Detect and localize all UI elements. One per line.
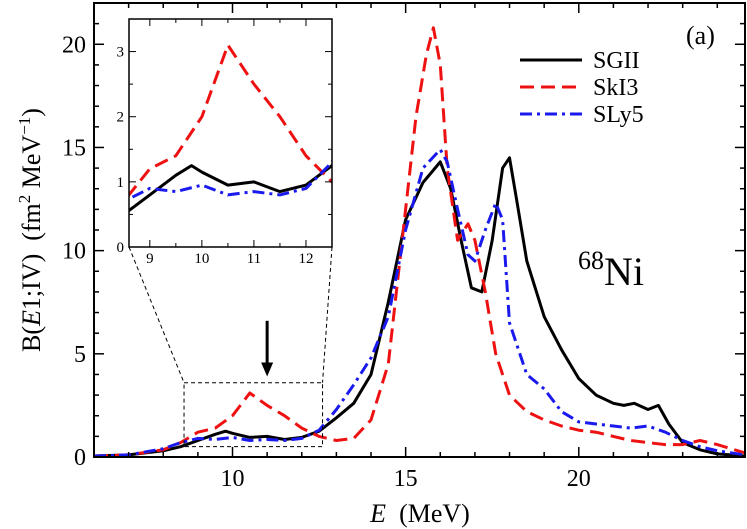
y-tick-label: 15: [62, 135, 86, 161]
x-tick-label: 10: [221, 466, 245, 492]
y-tick-label: 5: [74, 342, 86, 368]
series-line-sly5: [94, 148, 745, 457]
zoom-connector-left: [128, 246, 185, 383]
arrow-head: [261, 362, 274, 377]
inset-series-line-sly5: [129, 158, 332, 201]
inset-y-tick-label: 0: [117, 240, 125, 256]
nucleus-mass-number: 68: [578, 246, 604, 275]
inset-y-tick-label: 3: [117, 45, 125, 61]
legend-label-sly5: SLy5: [593, 102, 644, 128]
inset-x-tick-label: 12: [298, 251, 313, 267]
y-axis-label-mid: 1;IV) (fm: [17, 203, 46, 310]
y-axis-label-sup1: 2: [15, 195, 34, 204]
y-axis-label-symbol: E: [17, 310, 46, 327]
inset-y-tick-label: 1: [117, 175, 125, 191]
inset-x-tick-label: 10: [194, 251, 209, 267]
zoom-rect: [183, 382, 324, 448]
x-axis-label: E (MeV): [369, 499, 470, 528]
x-axis-label-symbol: E: [369, 499, 386, 528]
legend-label-sgii: SGII: [593, 48, 640, 74]
series-line-ski3: [94, 26, 745, 457]
annotation-arrow: [261, 320, 274, 377]
inset-series-group: [129, 43, 332, 213]
legend-label-ski3: SkI3: [593, 75, 638, 101]
zoom-box: [128, 246, 333, 448]
nucleus-symbol: Ni: [604, 249, 644, 294]
y-axis-label-pre: B(: [17, 326, 46, 352]
inset-series-line-sgii: [129, 162, 332, 213]
y-axis-label-post: ): [17, 108, 46, 117]
inset-x-tick-label: 11: [247, 251, 261, 267]
y-axis-label-sup2: −1: [15, 117, 34, 135]
inset-x-tick-label: 9: [146, 251, 154, 267]
y-tick-label: 0: [74, 445, 86, 471]
x-tick-label: 20: [567, 466, 591, 492]
nucleus-label: 68Ni: [578, 246, 644, 294]
series-line-sgii: [94, 156, 745, 457]
inset-background: [129, 19, 332, 247]
zoom-connector-right: [322, 246, 333, 383]
y-axis-label: B(E1;IV) (fm2 MeV−1): [15, 108, 46, 352]
y-axis-label-mid2: MeV: [17, 135, 46, 195]
y-tick-label: 20: [62, 32, 86, 58]
x-tick-label: 15: [394, 466, 418, 492]
inset-y-tick-label: 2: [117, 110, 125, 126]
inset-frame: [128, 18, 333, 248]
main-series-group: [94, 26, 745, 457]
x-axis-label-unit: (MeV): [386, 499, 470, 528]
panel-label: (a): [686, 21, 715, 50]
y-tick-label: 10: [62, 239, 86, 265]
